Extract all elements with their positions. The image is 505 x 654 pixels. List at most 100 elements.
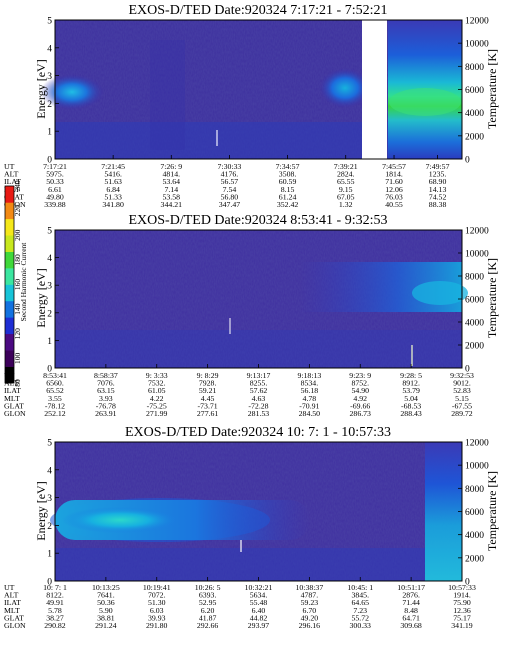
orbit-table-cell: 5975. bbox=[46, 170, 64, 179]
temperature-tick-label: 12000 bbox=[465, 227, 489, 237]
colorbar-label: Second Harmonic Current bbox=[19, 242, 28, 322]
panel-3-y2label: Temperature [K] bbox=[485, 471, 499, 551]
orbit-table-cell: 68.90 bbox=[429, 177, 447, 186]
orbit-table-cell: 10:26: 5 bbox=[195, 583, 221, 592]
temperature-tick-label: 6000 bbox=[465, 296, 484, 306]
colorbar-swatch bbox=[5, 300, 14, 318]
panel-3-title: EXOS-D/TED Date:920324 10: 7: 1 - 10:57:… bbox=[125, 425, 391, 440]
orbit-table-cell: 54.90 bbox=[351, 386, 369, 395]
orbit-row-label: ALT bbox=[4, 591, 19, 600]
temperature-tick-label: 0 bbox=[465, 156, 470, 166]
colorbar-tick-label: 80 bbox=[13, 379, 22, 387]
orbit-row-label: UT bbox=[4, 583, 15, 592]
orbit-table-cell: -72.28 bbox=[248, 401, 268, 410]
orbit-table-cell: 75.90 bbox=[453, 598, 471, 607]
orbit-table-cell: 8752. bbox=[351, 379, 369, 388]
temperature-tick-label: 4000 bbox=[465, 109, 484, 119]
orbit-table-cell: -76.78 bbox=[96, 401, 116, 410]
orbit-table-cell: 6393. bbox=[199, 591, 217, 600]
orbit-table-cell: 263.91 bbox=[95, 409, 117, 418]
orbit-table-cell: 7:17:21 bbox=[43, 162, 67, 171]
energy-tick-label: 3 bbox=[47, 282, 52, 292]
orbit-table-cell: 63.15 bbox=[97, 386, 115, 395]
orbit-table-cell: 9.15 bbox=[339, 185, 353, 194]
orbit-table-cell: 56.57 bbox=[221, 177, 239, 186]
orbit-table-cell: 49.91 bbox=[46, 598, 64, 607]
orbit-table-cell: 53.58 bbox=[163, 192, 181, 201]
orbit-table-cell: 50.36 bbox=[97, 598, 115, 607]
orbit-row-label: UT bbox=[4, 371, 15, 380]
temperature-tick-label: 8000 bbox=[465, 273, 484, 283]
temperature-tick-label: 10000 bbox=[465, 250, 489, 260]
colorbar-swatch bbox=[5, 284, 14, 302]
energy-tick-label: 5 bbox=[47, 439, 52, 449]
orbit-table-cell: 339.88 bbox=[44, 200, 66, 209]
orbit-table-cell: 59.23 bbox=[301, 598, 319, 607]
orbit-table-cell: -67.55 bbox=[452, 401, 472, 410]
orbit-table-cell: 44.82 bbox=[250, 613, 268, 622]
orbit-table-cell: 5.04 bbox=[404, 394, 418, 403]
orbit-table-cell: 7072. bbox=[148, 591, 166, 600]
orbit-table-cell: 291.80 bbox=[146, 621, 168, 630]
orbit-row-label: ILAT bbox=[4, 386, 21, 395]
colorbar-tick-label: 220 bbox=[13, 205, 22, 217]
orbit-table-cell: 61.24 bbox=[279, 192, 297, 201]
orbit-row-label: GLON bbox=[4, 409, 26, 418]
panel-1-y2label: Temperature [K] bbox=[485, 49, 499, 129]
energy-tick-label: 3 bbox=[47, 72, 52, 82]
colorbar-tick-label: 240 bbox=[13, 180, 22, 192]
orbit-table-cell: 271.99 bbox=[146, 409, 168, 418]
panel-1: EXOS-D/TED Date:920324 7:17:21 - 7:52:21… bbox=[4, 3, 499, 209]
orbit-table-cell: 55.48 bbox=[250, 598, 268, 607]
orbit-table-cell: 8:53:41 bbox=[43, 371, 67, 380]
orbit-table-cell: 39.93 bbox=[148, 613, 166, 622]
orbit-table-cell: 38.27 bbox=[46, 613, 64, 622]
colorbar-ticks: 80 100 120 140 160 180 200 220 240 bbox=[13, 180, 22, 387]
energy-tick-label: 5 bbox=[47, 227, 52, 237]
orbit-table-cell: 7:34:57 bbox=[276, 162, 300, 171]
orbit-table-cell: 281.53 bbox=[248, 409, 270, 418]
panel-2-plot-area bbox=[54, 229, 468, 369]
orbit-row-label: ALT bbox=[4, 170, 19, 179]
colorbar-tick-label: 100 bbox=[13, 353, 22, 365]
orbit-table-cell: 8255. bbox=[250, 379, 268, 388]
orbit-table-cell: -70.91 bbox=[299, 401, 319, 410]
orbit-table-cell: 292.66 bbox=[197, 621, 219, 630]
orbit-table-cell: 1.32 bbox=[339, 200, 353, 209]
orbit-table-cell: 71.44 bbox=[402, 598, 420, 607]
orbit-table-cell: 5.78 bbox=[48, 606, 62, 615]
orbit-table-cell: 7:45:57 bbox=[382, 162, 406, 171]
temperature-tick-label: 2000 bbox=[465, 342, 484, 352]
orbit-table-cell: 64.71 bbox=[402, 613, 420, 622]
orbit-table-cell: 9:13:17 bbox=[247, 371, 271, 380]
orbit-table-cell: 4.63 bbox=[252, 394, 266, 403]
colorbar-swatch bbox=[5, 186, 14, 203]
temperature-tick-label: 2000 bbox=[465, 132, 484, 142]
orbit-table-cell: 291.24 bbox=[95, 621, 117, 630]
temperature-tick-label: 4000 bbox=[465, 531, 484, 541]
orbit-table-cell: 56.18 bbox=[301, 386, 319, 395]
orbit-table-cell: 51.33 bbox=[104, 192, 122, 201]
orbit-table-cell: 10:57:33 bbox=[448, 583, 476, 592]
orbit-table-cell: 3.55 bbox=[48, 394, 62, 403]
temperature-tick-label: 12000 bbox=[465, 17, 489, 27]
orbit-table-cell: 52.83 bbox=[453, 386, 471, 395]
orbit-table-cell: 286.73 bbox=[350, 409, 372, 418]
orbit-table-cell: 88.38 bbox=[429, 200, 447, 209]
temperature-tick-label: 10000 bbox=[465, 462, 489, 472]
energy-tick-label: 1 bbox=[47, 128, 52, 138]
orbit-table-cell: 51.63 bbox=[104, 177, 122, 186]
orbit-table-cell: 5.15 bbox=[455, 394, 469, 403]
energy-tick-label: 0 bbox=[47, 365, 52, 375]
orbit-table-cell: 6.61 bbox=[48, 185, 62, 194]
orbit-table-cell: 49.20 bbox=[301, 613, 319, 622]
orbit-table-cell: 8.48 bbox=[404, 606, 418, 615]
orbit-row-label: GLAT bbox=[4, 613, 24, 622]
orbit-table-cell: 4.78 bbox=[303, 394, 317, 403]
orbit-table-cell: 347.47 bbox=[219, 200, 241, 209]
orbit-table-cell: 7928. bbox=[199, 379, 217, 388]
orbit-table-cell: 9:23: 9 bbox=[349, 371, 371, 380]
temperature-tick-label: 2000 bbox=[465, 554, 484, 564]
